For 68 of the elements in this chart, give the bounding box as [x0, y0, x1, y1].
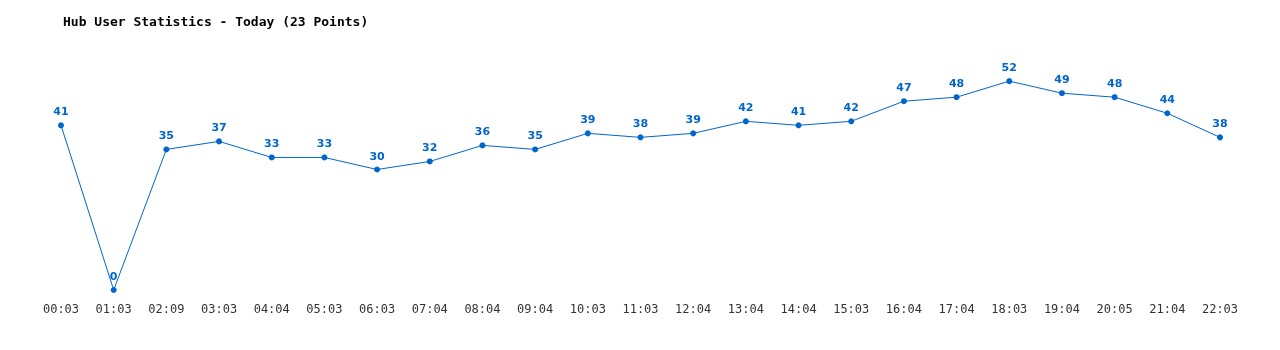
- point: [110, 287, 117, 293]
- x-tick-label: 21:04: [1149, 302, 1186, 316]
- data-label: 48: [948, 77, 965, 91]
- data-label: 33: [264, 137, 280, 151]
- point: [374, 166, 381, 173]
- point: [953, 94, 960, 101]
- data-label: 47: [896, 81, 912, 95]
- point: [1058, 90, 1065, 97]
- point: [1164, 110, 1171, 117]
- x-tick-label: 15:03: [833, 302, 870, 316]
- data-label: 39: [685, 113, 701, 127]
- chart-title: Hub User Statistics - Today (23 Points): [63, 14, 369, 29]
- data-label: 35: [527, 129, 543, 143]
- data-label: 41: [53, 105, 69, 119]
- data-label: 52: [1001, 61, 1017, 75]
- data-label: 48: [1106, 77, 1123, 91]
- x-tick-label: 06:03: [359, 302, 396, 316]
- x-tick-label: 12:04: [675, 302, 712, 316]
- x-tick-label: 18:03: [991, 302, 1028, 316]
- x-tick-label: 05:03: [306, 302, 343, 316]
- point: [690, 130, 697, 137]
- x-tick-label: 13:04: [727, 302, 764, 316]
- point: [1217, 134, 1223, 141]
- point: [584, 130, 591, 137]
- data-label: 49: [1054, 73, 1070, 87]
- data-label: 38: [1212, 117, 1228, 131]
- data-label: 44: [1159, 93, 1176, 107]
- data-label: 33: [316, 137, 333, 151]
- data-label: 42: [843, 101, 859, 115]
- data-label: 42: [738, 101, 754, 115]
- x-tick-label: 02:09: [148, 302, 185, 316]
- point: [163, 146, 170, 153]
- data-label: 30: [369, 149, 386, 163]
- x-tick-label: 17:04: [938, 302, 975, 316]
- point: [742, 118, 749, 125]
- x-tick-label: 08:04: [464, 302, 501, 316]
- data-label: 36: [474, 125, 491, 139]
- x-tick-label: 20:05: [1096, 302, 1133, 316]
- x-tick-label: 01:03: [95, 302, 132, 316]
- x-tick-label: 10:03: [569, 302, 606, 316]
- x-tick-label: 07:04: [411, 302, 448, 316]
- point: [1006, 78, 1013, 85]
- point: [58, 122, 64, 129]
- point: [795, 122, 802, 129]
- x-tick-label: 11:03: [622, 302, 659, 316]
- x-tick-label: 19:04: [1043, 302, 1081, 316]
- point: [321, 154, 328, 161]
- point: [1111, 94, 1118, 101]
- point: [900, 98, 907, 105]
- data-label: 37: [211, 121, 227, 135]
- x-tick-label: 03:03: [200, 302, 238, 316]
- x-tick-label: 00:03: [42, 302, 80, 316]
- point: [848, 118, 855, 125]
- point: [426, 158, 433, 165]
- point: [532, 146, 539, 153]
- x-tick-label: 14:04: [780, 302, 817, 316]
- x-tick-label: 16:04: [885, 302, 922, 316]
- point: [216, 138, 223, 145]
- data-label: 35: [158, 129, 175, 143]
- x-tick-label: 04:04: [253, 302, 290, 316]
- data-label: 38: [632, 117, 649, 131]
- x-tick-label: 09:04: [517, 302, 554, 316]
- point: [479, 142, 486, 149]
- x-tick-label: 22:03: [1201, 302, 1239, 316]
- data-label: 0: [109, 270, 118, 283]
- data-label: 39: [580, 113, 596, 127]
- data-label: 41: [790, 105, 807, 119]
- data-label: 32: [422, 141, 438, 155]
